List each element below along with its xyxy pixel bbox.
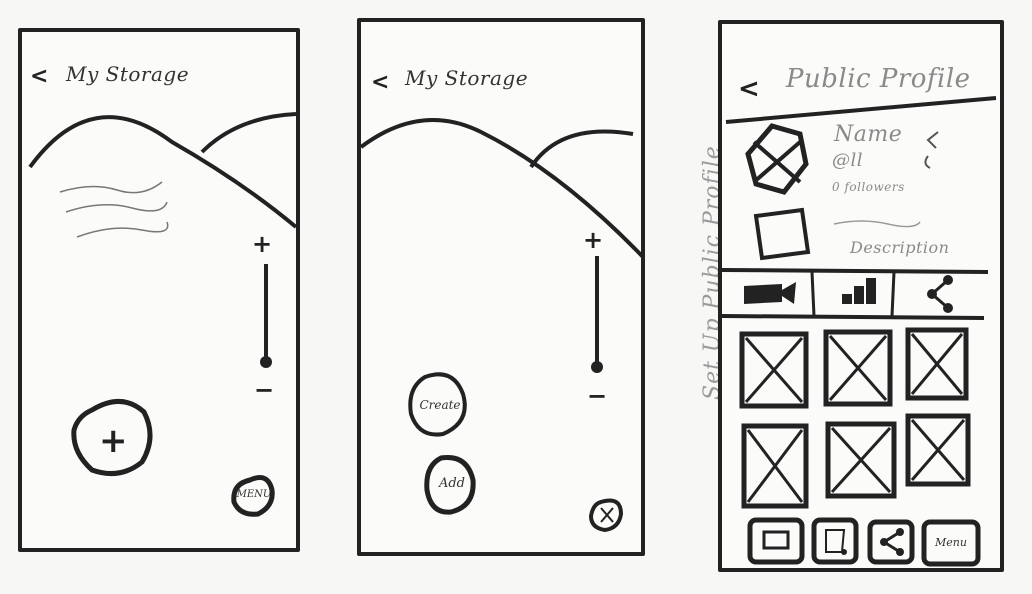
video-camera-icon[interactable]	[744, 282, 796, 304]
menu-button[interactable]: Menu	[935, 536, 967, 549]
map-sketch[interactable]	[22, 32, 304, 556]
storage-screen-2: < My Storage + − Create Add	[357, 18, 645, 556]
bottom-toolbar	[747, 517, 981, 567]
profile-sketch	[721, 96, 997, 320]
grid-item[interactable]	[825, 421, 897, 499]
profile-description: Description	[850, 238, 950, 257]
zoom-in-button[interactable]: +	[583, 226, 604, 254]
share-icon[interactable]	[927, 275, 953, 313]
back-button[interactable]: <	[738, 74, 760, 104]
grid-item[interactable]	[739, 331, 809, 409]
back-button[interactable]: <	[30, 64, 49, 89]
zoom-out-button[interactable]: −	[254, 376, 275, 404]
page-title: My Storage	[405, 66, 529, 90]
page-title: Public Profile	[786, 64, 971, 94]
menu-button[interactable]: MENU	[236, 489, 272, 500]
grid-item[interactable]	[823, 329, 893, 407]
create-button[interactable]: Create	[419, 398, 461, 412]
back-button[interactable]: <	[371, 70, 390, 95]
map-pin-icon[interactable]	[811, 517, 859, 565]
zoom-in-button[interactable]: +	[252, 230, 273, 258]
image-grid	[739, 327, 971, 509]
followers-count[interactable]: 0 followers	[832, 180, 905, 194]
public-profile-screen: < Public Profile Name @ll 0 followers De…	[718, 20, 1004, 572]
map-sketch[interactable]	[359, 22, 649, 560]
page-title: My Storage	[66, 62, 190, 86]
profile-tabs	[744, 275, 953, 313]
share-icon[interactable]	[867, 519, 915, 565]
profile-name: Name	[834, 122, 903, 147]
grid-item[interactable]	[905, 327, 969, 401]
add-button[interactable]: Add	[438, 476, 466, 491]
zoom-out-button[interactable]: −	[587, 382, 608, 410]
add-button[interactable]: +	[99, 421, 128, 461]
add-button-shape	[71, 399, 275, 517]
grid-item[interactable]	[741, 423, 809, 509]
storage-screen-1: < My Storage + − + MENU	[18, 28, 300, 552]
profile-handle: @ll	[832, 150, 864, 171]
message-icon[interactable]	[747, 517, 805, 565]
grid-item[interactable]	[905, 413, 971, 487]
bar-chart-icon[interactable]	[842, 278, 876, 304]
